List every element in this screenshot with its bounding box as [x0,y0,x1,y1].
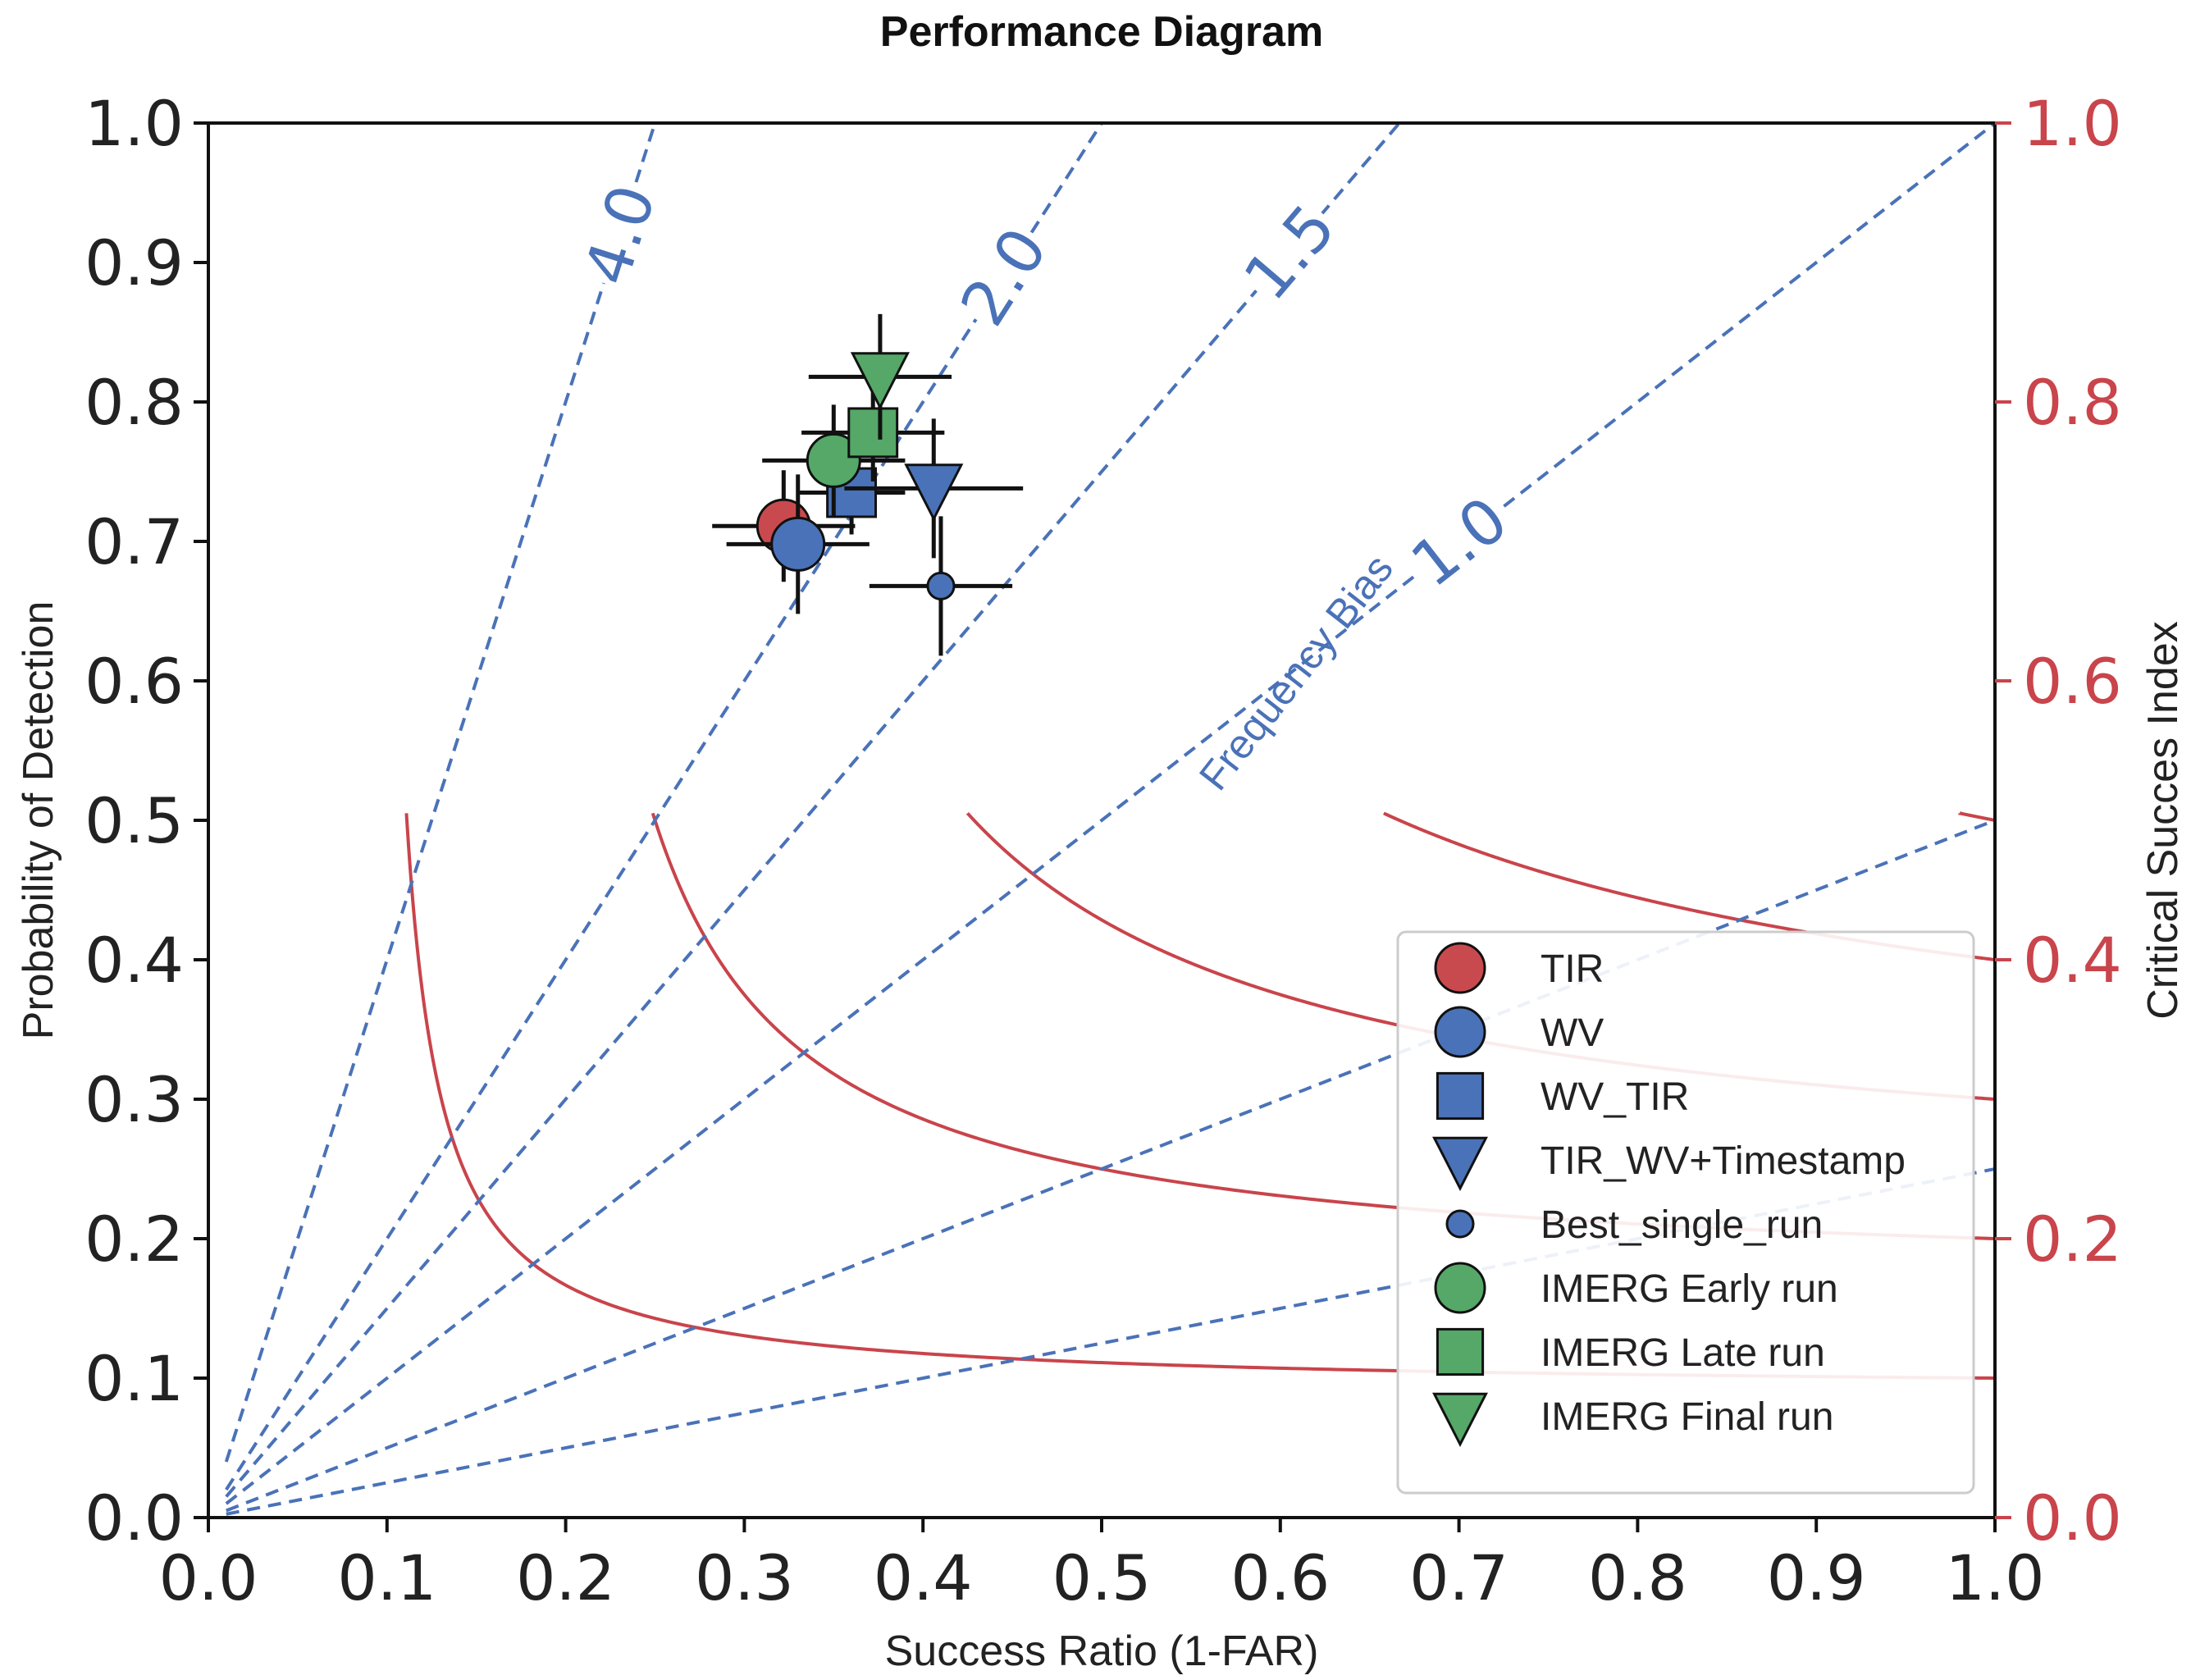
legend-marker [1434,1006,1486,1058]
x-tick-label: 0.0 [159,1541,258,1614]
bias-caption: Frequency Bias [1190,546,1402,798]
csi-contour-0.5 [1958,811,1995,822]
y2-tick-label: 0.0 [2023,1481,2122,1554]
y-axis-label: Probability of Detection [15,601,62,1040]
y-tick-label: 0.9 [84,226,184,299]
y-tick-label: 0.4 [84,924,184,997]
bias-label-4: 4.0 [570,176,670,293]
legend-label: WV [1541,1011,1604,1055]
point-group [808,313,952,440]
y-tick-label: 0.1 [84,1342,184,1415]
legend-label: Best_single_run [1541,1203,1823,1247]
x-ticks: 0.0 0.1 0.2 0.3 0.4 0.5 0.6 0.7 0.8 0.9 1.0 [159,1518,2045,1614]
point-group [726,474,870,614]
point-marker [770,516,826,572]
x-tick-label: 0.1 [337,1541,436,1614]
legend-marker [1434,942,1486,994]
legend-label: IMERG Early run [1541,1267,1838,1311]
y2-axis-label: Critical Succes Index [2139,621,2187,1020]
x-tick-label: 1.0 [1946,1541,2045,1614]
point-group [844,418,1024,559]
x-tick-label: 0.8 [1588,1541,1687,1614]
x-tick-label: 0.9 [1767,1541,1866,1614]
y-tick-label: 0.6 [84,645,184,718]
y-tick-label: 0.0 [84,1481,184,1554]
point-marker [847,407,899,459]
legend-label: TIR [1541,947,1604,991]
legend-label: IMERG Final run [1541,1395,1833,1439]
legend-marker [1436,1327,1485,1376]
bias-line-2 [225,123,1103,1491]
y2-tick-label: 0.4 [2023,924,2122,997]
y2-tick-label: 0.8 [2023,366,2122,439]
legend-entries: TIR WV WV_TIR TIR_WV+Timestamp Best_single_r… [1432,942,1906,1447]
point-group [762,404,906,517]
bias-line-1 [225,123,1995,1505]
x-tick-label: 0.6 [1230,1541,1330,1614]
y-ticks: 0.0 0.1 0.2 0.3 0.4 0.5 0.6 0.7 0.8 0.9 1.0 [84,87,208,1554]
bias-line-1.5 [225,123,1401,1498]
bias-label-2: 2.0 [947,215,1061,338]
legend-marker [1432,1392,1488,1447]
point-group [801,383,945,482]
x-axis-label: Success Ratio (1-FAR) [885,1628,1319,1675]
x-tick-label: 0.7 [1409,1541,1509,1614]
bias-line-4 [224,123,657,1463]
x-tick-label: 0.3 [695,1541,794,1614]
point-marker [926,571,956,600]
legend-marker [1432,1136,1488,1191]
y-tick-label: 1.0 [84,87,184,160]
legend: TIR WV WV_TIR TIR_WV+Timestamp Best_single_r… [1396,930,1975,1495]
point-group [869,516,1013,656]
bias-label-1.5: 1.5 [1230,191,1349,314]
x-tick-label: 0.4 [874,1541,973,1614]
x-tick-label: 0.5 [1052,1541,1152,1614]
legend-label: WV_TIR [1541,1075,1689,1119]
legend-frame [1396,930,1975,1495]
legend-label: IMERG Late run [1541,1331,1825,1375]
bias-label-bg [1396,482,1522,601]
y-tick-label: 0.8 [84,366,184,439]
legend-marker [1445,1209,1475,1239]
point-marker [904,463,964,522]
bias-label-bg [945,214,1061,339]
y2-tick-label: 0.2 [2023,1203,2122,1276]
y2-tick-label: 0.6 [2023,645,2122,718]
legend-marker [1434,1262,1486,1314]
x-tick-label: 0.2 [516,1541,615,1614]
y-tick-label: 0.7 [84,505,184,578]
y-tick-label: 0.3 [84,1063,184,1136]
bias-label-bg [569,175,669,294]
y-tick-label: 0.2 [84,1203,184,1276]
chart-title: Performance Diagram [880,8,1323,56]
y-tick-label: 0.5 [84,784,184,857]
legend-label: TIR_WV+Timestamp [1541,1139,1906,1183]
y2-tick-label: 1.0 [2023,87,2122,160]
bias-label-bg [1228,189,1350,314]
point-marker [850,352,910,410]
bias-label-1: 1.0 [1398,482,1521,601]
y2-ticks: 0.0 0.2 0.4 0.6 0.8 1.0 [1995,87,2122,1554]
legend-marker [1436,1071,1485,1121]
data-points [712,313,1024,656]
